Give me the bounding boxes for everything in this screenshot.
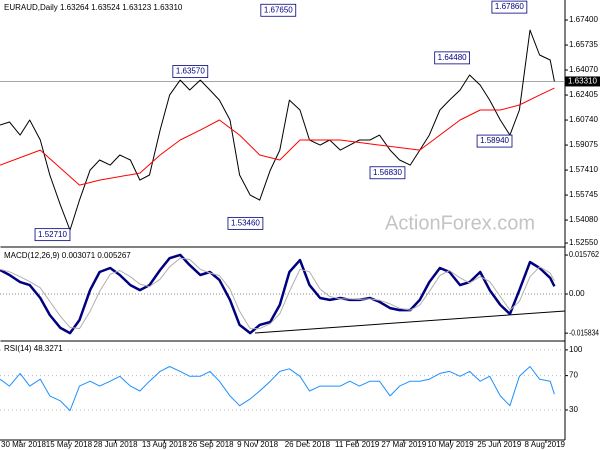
price-annotation: 1.58940 <box>476 134 513 148</box>
annotation-box <box>260 3 297 17</box>
title-bg <box>2 3 185 13</box>
title-bg <box>2 344 65 354</box>
y-tick-label: 1.62405 <box>569 90 598 99</box>
annotation-box <box>491 0 528 14</box>
y-tick-label: 0.015762 <box>569 250 599 259</box>
series-line <box>0 253 556 335</box>
last-price-box <box>565 76 600 87</box>
annotation-box <box>34 228 71 242</box>
chart-title: EURAUD,Daily 1.63264 1.63524 1.63123 1.6… <box>4 3 183 12</box>
title-bg <box>2 251 133 261</box>
y-tick-label: 100 <box>569 345 583 354</box>
x-tick-label: 30 Mar 2018 <box>1 440 46 449</box>
x-tick-label: 28 Jun 2018 <box>94 440 139 449</box>
annotation-box <box>172 65 209 78</box>
macd-trendline <box>254 310 566 334</box>
x-tick-label: 13 Aug 2018 <box>142 440 187 449</box>
price-annotation: 1.64480 <box>434 51 470 65</box>
y-tick-label: 1.65735 <box>569 40 598 49</box>
y-tick-label: 1.67400 <box>569 15 598 24</box>
series-line <box>0 257 555 330</box>
y-tick-label: 1.55745 <box>569 190 598 199</box>
y-tick-label: 1.52550 <box>569 238 598 247</box>
chart-title: MACD(12,26,9) 0.003071 0.005267 <box>4 251 131 260</box>
series-line <box>0 29 555 231</box>
annotation-label: 1.52710 <box>38 230 67 239</box>
x-tick-label: 11 Feb 2019 <box>335 440 380 449</box>
series-line <box>0 366 555 412</box>
price-annotation: 1.67860 <box>491 0 528 14</box>
x-tick-label: 27 Mar 2019 <box>381 440 426 449</box>
y-tick-label: 1.60740 <box>569 115 598 124</box>
annotation-label: 1.53460 <box>231 218 260 227</box>
annotation-box <box>369 166 406 180</box>
annotation-label: 1.64480 <box>438 53 467 62</box>
y-tick-label: 1.59075 <box>569 140 598 149</box>
y-tick-label: -0.015834 <box>569 328 599 337</box>
x-tick-label: 25 Jun 2019 <box>477 440 522 449</box>
price-annotation: 1.67650 <box>260 3 297 17</box>
y-tick-label: 30 <box>569 405 578 414</box>
y-tick-label: 1.64070 <box>569 65 598 74</box>
annotation-label: 1.63570 <box>176 67 205 76</box>
watermark: ActionForex.com <box>385 212 535 234</box>
x-tick-label: 26 Sep 2018 <box>188 440 234 449</box>
annotation-box <box>476 134 513 148</box>
y-tick-label: 1.54080 <box>569 215 598 224</box>
y-tick-label: 0.00 <box>569 289 585 298</box>
x-tick-label: 10 May 2019 <box>427 440 474 449</box>
price-annotation: 1.53460 <box>227 216 264 230</box>
annotation-box <box>434 51 470 65</box>
annotation-label: 1.67860 <box>495 2 524 11</box>
y-tick-label: 70 <box>569 371 578 380</box>
price-annotation: 1.56830 <box>369 166 406 180</box>
last-price-label: 1.63310 <box>568 77 597 86</box>
chart-title: RSI(14) 48.3271 <box>4 344 63 353</box>
series-line <box>0 87 555 186</box>
price-annotation: 1.63570 <box>172 65 209 78</box>
x-tick-label: 9 Nov 2018 <box>237 440 278 449</box>
y-tick-label: 1.57410 <box>569 165 598 174</box>
x-tick-label: 26 Dec 2018 <box>285 440 331 449</box>
annotation-label: 1.67650 <box>264 5 293 14</box>
annotation-label: 1.58940 <box>480 136 509 145</box>
price-annotation: 1.52710 <box>34 228 71 242</box>
annotation-box <box>227 216 264 230</box>
x-tick-label: 8 Aug 2019 <box>525 440 566 449</box>
annotation-label: 1.56830 <box>373 168 402 177</box>
x-tick-label: 15 May 2018 <box>46 440 93 449</box>
